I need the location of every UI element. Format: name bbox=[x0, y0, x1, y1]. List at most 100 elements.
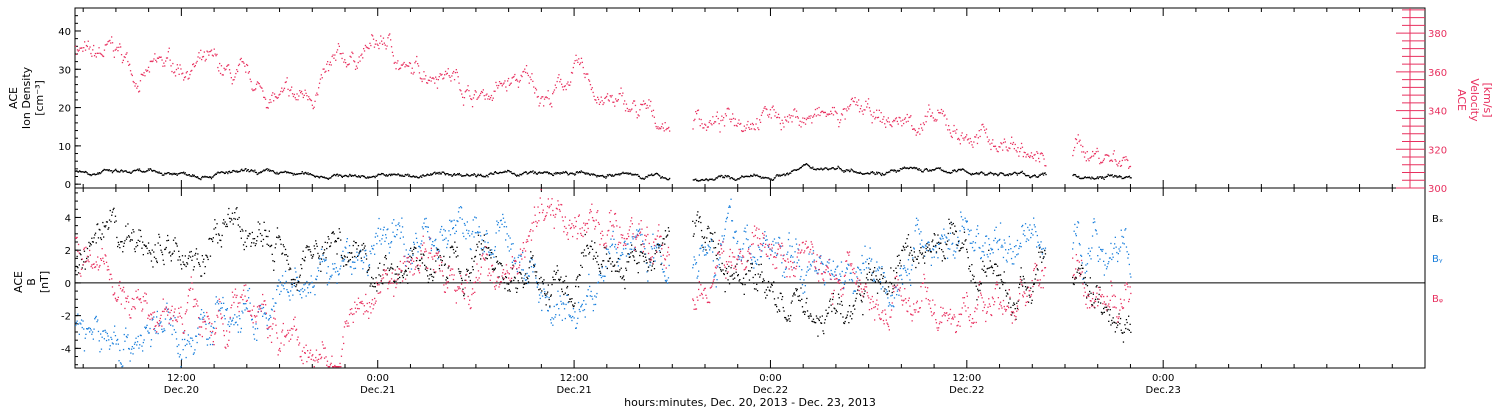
data-point bbox=[707, 244, 709, 246]
data-point bbox=[999, 146, 1001, 148]
data-point bbox=[424, 264, 426, 266]
data-point bbox=[555, 171, 557, 174]
data-point bbox=[758, 264, 760, 266]
data-point bbox=[118, 244, 120, 246]
data-point bbox=[252, 326, 254, 328]
data-point bbox=[834, 312, 837, 314]
data-point bbox=[613, 238, 615, 240]
data-point bbox=[404, 66, 406, 68]
data-point bbox=[616, 173, 618, 176]
data-point bbox=[429, 274, 431, 276]
data-point bbox=[198, 52, 200, 54]
data-point bbox=[647, 270, 649, 272]
b-tick-label: 4 bbox=[65, 213, 71, 224]
data-point bbox=[911, 264, 913, 266]
data-point bbox=[253, 238, 256, 240]
data-point bbox=[252, 170, 254, 172]
data-point bbox=[801, 306, 804, 308]
data-point bbox=[478, 241, 480, 243]
data-point bbox=[701, 244, 703, 246]
data-point bbox=[1121, 159, 1123, 162]
data-point bbox=[496, 84, 498, 87]
data-point bbox=[500, 263, 502, 265]
data-point bbox=[514, 277, 516, 279]
data-point bbox=[276, 285, 279, 287]
data-point bbox=[608, 260, 610, 262]
data-point bbox=[528, 82, 530, 84]
data-point bbox=[330, 276, 332, 278]
data-point bbox=[340, 265, 342, 267]
data-point bbox=[430, 80, 432, 82]
data-point bbox=[157, 242, 159, 244]
data-point bbox=[908, 273, 910, 275]
data-point bbox=[204, 266, 206, 268]
data-point bbox=[841, 170, 843, 172]
data-point bbox=[606, 176, 608, 178]
data-point bbox=[310, 254, 312, 256]
data-point bbox=[312, 255, 314, 258]
data-point bbox=[145, 245, 147, 247]
data-point bbox=[330, 64, 332, 66]
data-point bbox=[554, 84, 556, 86]
data-point bbox=[654, 260, 656, 262]
data-point bbox=[372, 35, 374, 37]
data-point bbox=[482, 249, 484, 251]
data-point bbox=[1099, 258, 1101, 260]
data-point bbox=[489, 98, 491, 100]
data-point bbox=[738, 119, 740, 121]
data-point bbox=[943, 115, 945, 117]
data-point bbox=[76, 320, 78, 322]
data-point bbox=[427, 226, 429, 228]
data-point bbox=[807, 164, 809, 166]
data-point bbox=[909, 279, 911, 281]
data-point bbox=[176, 174, 178, 176]
data-point bbox=[521, 277, 523, 279]
data-point bbox=[1101, 250, 1103, 252]
data-point bbox=[818, 319, 820, 322]
data-point bbox=[315, 243, 318, 245]
data-point bbox=[901, 283, 904, 285]
data-point bbox=[352, 244, 354, 247]
data-point bbox=[741, 130, 743, 132]
data-point bbox=[709, 247, 711, 249]
data-point bbox=[1015, 172, 1017, 174]
data-point bbox=[573, 317, 575, 319]
data-point bbox=[1039, 153, 1042, 155]
data-point bbox=[815, 169, 817, 171]
data-point bbox=[480, 258, 482, 260]
data-point bbox=[763, 177, 765, 179]
data-point bbox=[324, 241, 326, 243]
data-point bbox=[755, 262, 757, 264]
data-point bbox=[552, 93, 554, 95]
data-point bbox=[531, 257, 533, 259]
data-point bbox=[903, 118, 906, 120]
data-point bbox=[701, 236, 703, 238]
data-point bbox=[337, 43, 340, 45]
data-point bbox=[278, 235, 280, 237]
data-point bbox=[396, 234, 398, 236]
data-point bbox=[590, 173, 592, 175]
data-point bbox=[379, 228, 382, 230]
data-point bbox=[314, 294, 316, 296]
data-point bbox=[331, 55, 333, 58]
data-point bbox=[180, 366, 182, 368]
data-point bbox=[748, 126, 750, 129]
data-point bbox=[446, 72, 448, 74]
data-point bbox=[1029, 156, 1031, 159]
data-point bbox=[185, 356, 187, 359]
data-point bbox=[115, 48, 117, 50]
data-point bbox=[658, 244, 661, 246]
data-point bbox=[280, 290, 282, 293]
data-point bbox=[586, 244, 589, 246]
data-point bbox=[253, 171, 255, 173]
data-point bbox=[307, 292, 309, 294]
data-point bbox=[309, 173, 311, 175]
data-point bbox=[195, 62, 197, 64]
data-point bbox=[818, 168, 820, 171]
data-point bbox=[406, 65, 408, 67]
data-point bbox=[516, 270, 519, 273]
data-point bbox=[597, 255, 599, 257]
data-point bbox=[790, 314, 792, 317]
data-point bbox=[790, 172, 792, 174]
data-point bbox=[1110, 242, 1112, 245]
